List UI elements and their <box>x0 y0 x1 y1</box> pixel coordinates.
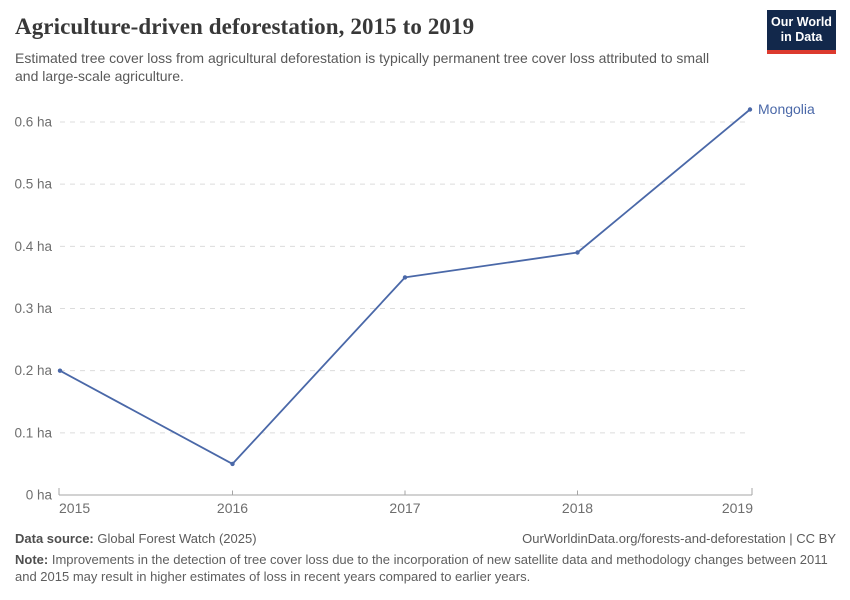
footer-note: Note: Improvements in the detection of t… <box>15 552 836 586</box>
x-axis-tick-label: 2018 <box>562 500 593 516</box>
data-source: Data source: Global Forest Watch (2025) <box>15 531 257 546</box>
x-axis-tick-label: 2016 <box>217 500 248 516</box>
data-point <box>230 461 235 467</box>
data-point <box>747 107 753 112</box>
chart-area: 0 ha 0.1 ha 0.2 ha 0.3 ha 0.4 ha 0.5 ha 0.6 ha… <box>0 95 850 525</box>
data-source-label: Data source: <box>15 531 94 546</box>
data-point <box>57 368 63 373</box>
owid-logo[interactable]: Our World in Data <box>767 10 836 54</box>
x-axis-tick-label: 2017 <box>389 500 420 516</box>
data-line <box>59 108 751 465</box>
page-title: Agriculture-driven deforestation, 2015 t… <box>15 14 475 39</box>
series-label: Mongolia <box>758 101 815 117</box>
data-point <box>402 275 408 280</box>
note-text: Improvements in the detection of tree co… <box>15 552 828 584</box>
chart-header: Agriculture-driven deforestation, 2015 t… <box>15 14 754 86</box>
data-source-value: Global Forest Watch (2025) <box>93 531 257 546</box>
y-axis-tick-label: 0.4 ha <box>14 239 52 254</box>
y-axis-tick-label: 0.3 ha <box>14 301 52 316</box>
owid-logo-line2: in Data <box>780 29 823 44</box>
owid-logo-line1: Our World <box>771 15 832 29</box>
y-axis-tick-label: 0 ha <box>26 488 53 503</box>
owid-logo-text: Our World in Data <box>771 15 832 45</box>
chart-footer: Data source: Global Forest Watch (2025) … <box>15 531 836 586</box>
data-point <box>575 250 580 255</box>
y-axis-tick-label: 0.5 ha <box>14 177 52 192</box>
owid-url-link[interactable]: OurWorldinData.org/forests-and-deforesta… <box>522 531 836 546</box>
note-label: Note: <box>15 552 49 567</box>
x-axis-tick-label: 2015 <box>59 500 90 516</box>
y-axis-tick-label: 0.6 ha <box>14 114 52 129</box>
x-axis-tick-label: 2019 <box>722 500 753 516</box>
footer-source-row: Data source: Global Forest Watch (2025) … <box>15 531 836 546</box>
chart-subtitle: Estimated tree cover loss from agricultu… <box>15 50 710 85</box>
y-axis-tick-label: 0.2 ha <box>14 363 52 378</box>
line-chart[interactable]: 0 ha 0.1 ha 0.2 ha 0.3 ha 0.4 ha 0.5 ha 0.6 ha… <box>0 95 850 525</box>
y-axis-tick-label: 0.1 ha <box>14 425 52 440</box>
